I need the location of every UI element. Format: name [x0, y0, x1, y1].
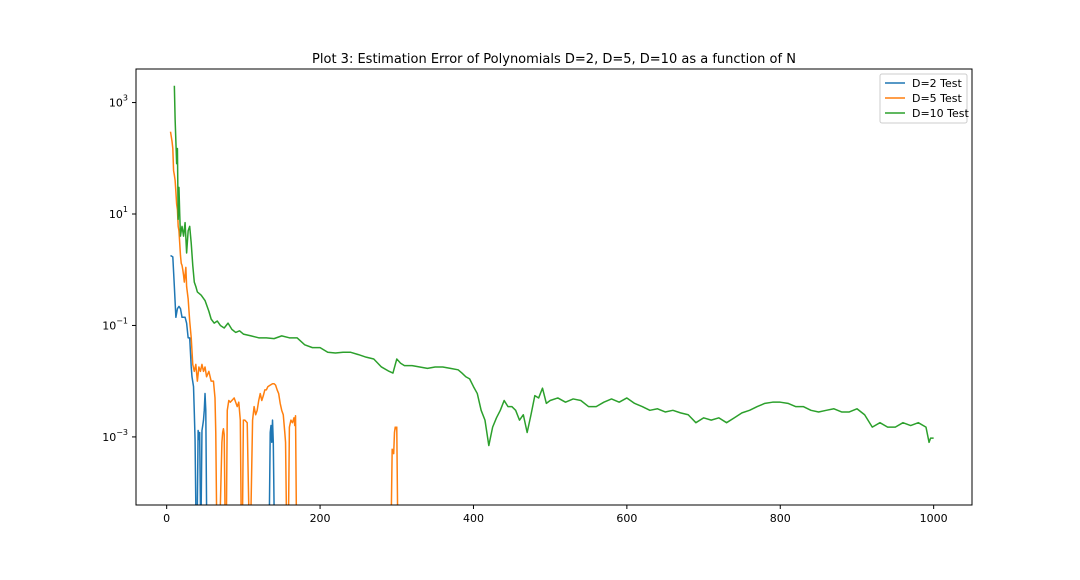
plot-frame: [135, 68, 973, 506]
series-1-line-segment-2: [196, 429, 202, 505]
x-tick-label: 0: [163, 512, 170, 525]
x-axis: 0 200 400 600 800 1000: [163, 505, 948, 525]
series-3-line-segment-1: [173, 85, 934, 447]
legend: D=2 Test D=5 Test D=10 Test: [879, 73, 970, 124]
series-2-line-segment-5: [250, 382, 288, 505]
x-tick-label: 200: [310, 512, 331, 525]
y-axis: 10−3 10−1 101 103: [102, 94, 136, 444]
series-1-line-segment-1: [170, 254, 197, 505]
x-tick-label: 1000: [920, 512, 948, 525]
series-2-line-segment-7: [390, 426, 399, 505]
plot-layer: [169, 85, 934, 505]
y-tick-label: 10−3: [102, 428, 128, 444]
series-2-line-segment-3: [225, 397, 242, 505]
series-1-line-segment-4: [268, 419, 275, 505]
y-tick-label: 10−1: [102, 316, 128, 332]
legend-label-2: D=5 Test: [912, 92, 963, 105]
legend-box: [879, 73, 968, 124]
series-1: [170, 254, 275, 505]
series-2-line-segment-6: [287, 414, 298, 505]
chart-title: Plot 3: Estimation Error of Polynomials …: [312, 52, 796, 67]
x-tick-label: 600: [616, 512, 637, 525]
series-2-line-segment-2: [219, 428, 226, 505]
series-2-line-segment-4: [241, 419, 250, 505]
x-tick-label: 400: [463, 512, 484, 525]
series-2-line-segment-1: [169, 131, 218, 505]
y-tick-label: 103: [109, 94, 128, 110]
series-1-line-segment-3: [200, 392, 208, 505]
x-tick-label: 800: [770, 512, 791, 525]
legend-label-3: D=10 Test: [912, 107, 970, 120]
series-2: [169, 131, 399, 505]
legend-label-1: D=2 Test: [912, 77, 963, 90]
series-3: [173, 85, 934, 447]
y-tick-label: 101: [109, 205, 128, 221]
